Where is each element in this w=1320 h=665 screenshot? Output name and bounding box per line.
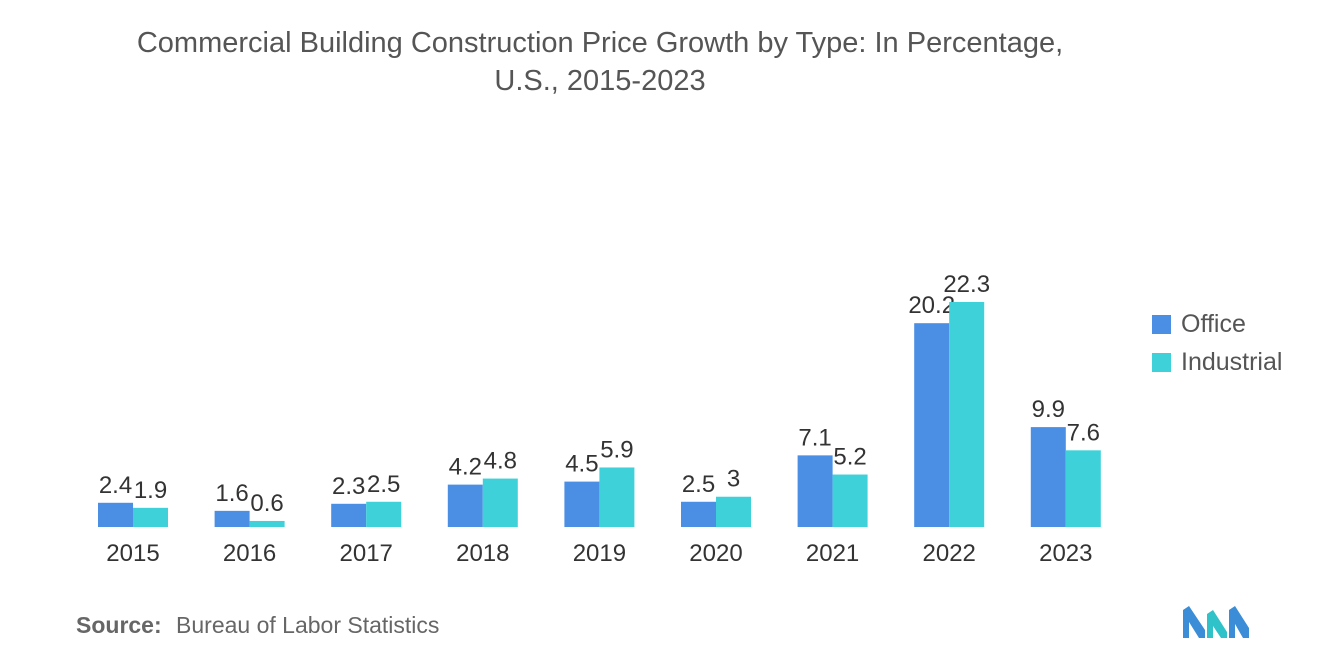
bar-office-2015[interactable] (98, 503, 133, 527)
x-tick-label-2017: 2017 (340, 540, 393, 567)
bar-office-2019[interactable] (564, 482, 599, 527)
source-key: Source: (76, 612, 162, 638)
logo-left-stroke (1183, 606, 1205, 638)
x-tick-label-2021: 2021 (806, 540, 859, 567)
bar-office-2018[interactable] (448, 485, 483, 527)
bar-industrial-2016[interactable] (250, 521, 285, 527)
x-tick-label-2018: 2018 (456, 540, 509, 567)
bar-office-2017[interactable] (331, 504, 366, 527)
bar-office-2023[interactable] (1031, 427, 1066, 527)
data-label-office-2021: 7.1 (798, 424, 831, 451)
logo-middle-stroke (1207, 610, 1227, 638)
bar-industrial-2021[interactable] (833, 475, 868, 527)
bar-office-2022[interactable] (914, 323, 949, 527)
x-tick-label-2016: 2016 (223, 540, 276, 567)
data-label-industrial-2017: 2.5 (367, 471, 400, 498)
source-value: Bureau of Labor Statistics (176, 612, 439, 638)
bar-industrial-2015[interactable] (133, 508, 168, 527)
data-label-office-2019: 4.5 (565, 451, 598, 478)
source-note: Source: Bureau of Labor Statistics (76, 612, 439, 639)
data-label-office-2016: 1.6 (215, 480, 248, 507)
bar-industrial-2022[interactable] (949, 302, 984, 527)
legend-label-office: Office (1181, 310, 1246, 339)
data-label-industrial-2020: 3 (727, 466, 740, 493)
legend-label-industrial: Industrial (1181, 348, 1282, 377)
data-label-industrial-2021: 5.2 (833, 444, 866, 471)
legend-swatch-industrial (1152, 353, 1171, 372)
data-label-industrial-2019: 5.9 (600, 436, 633, 463)
data-label-industrial-2016: 0.6 (250, 490, 283, 517)
bar-industrial-2019[interactable] (599, 467, 634, 527)
x-tick-label-2019: 2019 (573, 540, 626, 567)
data-label-industrial-2022: 22.3 (943, 271, 990, 298)
legend-item-office[interactable]: Office (1152, 305, 1282, 343)
legend-swatch-office (1152, 315, 1171, 334)
data-label-office-2015: 2.4 (99, 472, 132, 499)
data-label-office-2017: 2.3 (332, 473, 365, 500)
bar-office-2021[interactable] (798, 455, 833, 527)
legend-item-industrial[interactable]: Industrial (1152, 343, 1282, 381)
data-label-office-2020: 2.5 (682, 471, 715, 498)
legend: Office Industrial (1152, 305, 1282, 381)
bar-office-2020[interactable] (681, 502, 716, 527)
data-label-office-2018: 4.2 (449, 454, 482, 481)
bar-industrial-2023[interactable] (1066, 450, 1101, 527)
data-label-industrial-2015: 1.9 (134, 477, 167, 504)
data-label-industrial-2018: 4.8 (484, 448, 517, 475)
x-tick-label-2023: 2023 (1039, 540, 1092, 567)
logo-right-stroke (1229, 606, 1249, 638)
mordor-intelligence-logo-icon (1183, 604, 1251, 640)
bar-industrial-2018[interactable] (483, 479, 518, 527)
x-tick-label-2022: 2022 (923, 540, 976, 567)
bar-industrial-2020[interactable] (716, 497, 751, 527)
bar-industrial-2017[interactable] (366, 502, 401, 527)
data-label-industrial-2023: 7.6 (1067, 419, 1100, 446)
x-tick-label-2020: 2020 (689, 540, 742, 567)
bar-office-2016[interactable] (215, 511, 250, 527)
data-label-office-2023: 9.9 (1032, 396, 1065, 423)
x-tick-label-2015: 2015 (106, 540, 159, 567)
